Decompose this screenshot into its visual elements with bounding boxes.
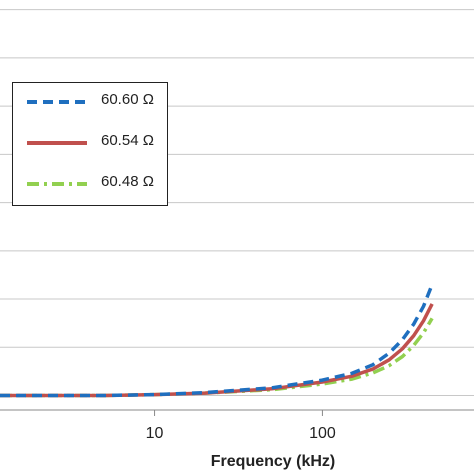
legend-entry-2: 60.54 Ω: [13, 126, 167, 164]
legend-entry-3: 60.48 Ω: [13, 167, 167, 205]
legend-label-2: 60.54 Ω: [101, 132, 154, 149]
legend-swatch-1: [27, 100, 87, 104]
legend-label-3: 60.48 Ω: [101, 173, 154, 190]
legend: 60.60 Ω 60.54 Ω 60.48 Ω: [12, 82, 168, 206]
legend-swatch-2: [27, 141, 87, 145]
legend-swatch-3: [27, 182, 87, 186]
series-line-3: [0, 317, 434, 398]
x-tick-label-1: 100: [309, 425, 336, 442]
legend-label-1: 60.60 Ω: [101, 91, 154, 108]
x-tick-label-0: 10: [146, 425, 164, 442]
x-axis-title: Frequency (kHz): [211, 453, 335, 470]
series-group: [0, 283, 434, 398]
series-line-1: [0, 283, 434, 398]
x-tick-labels: 10 100: [146, 410, 336, 442]
legend-entry-1: 60.60 Ω: [13, 85, 167, 123]
series-line-2: [0, 303, 434, 398]
